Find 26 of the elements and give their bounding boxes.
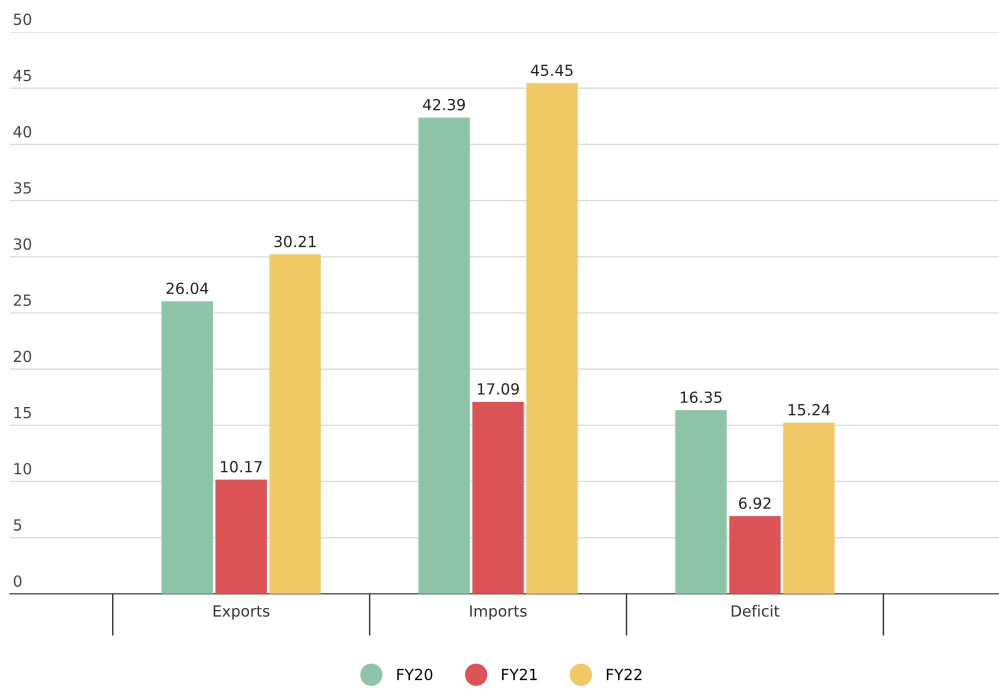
y-tick-label: 30	[14, 238, 32, 250]
data-label: 26.04	[166, 282, 208, 294]
legend-label: FY20	[397, 668, 432, 680]
y-tick-label: 10	[14, 462, 32, 475]
x-tick-label: Exports	[214, 605, 270, 620]
y-tick-label: 5	[14, 519, 22, 531]
y-tick-label: 0	[14, 575, 22, 587]
y-tick-label: 40	[14, 126, 32, 138]
legend-label: FY21	[502, 668, 537, 680]
data-label: 10.17	[220, 460, 262, 472]
data-label: 6.92	[739, 497, 770, 509]
data-label: 15.24	[788, 404, 830, 416]
data-label: 17.09	[478, 383, 519, 395]
y-tick-label: 45	[14, 70, 31, 82]
data-label: 45.45	[530, 64, 573, 76]
data-label: 30.21	[274, 236, 316, 248]
data-label: 42.39	[423, 98, 465, 110]
x-tick-label: Deficit	[732, 604, 780, 617]
y-tick-label: 15	[14, 406, 31, 418]
y-tick-label: 25	[14, 294, 31, 306]
x-tick-label: Imports	[470, 605, 527, 620]
legend-label: FY22	[606, 668, 642, 680]
y-tick-label: 50	[14, 14, 32, 26]
data-label: 16.35	[680, 391, 722, 404]
y-tick-label: 35	[14, 182, 31, 194]
y-tick-label: 20	[14, 350, 32, 362]
